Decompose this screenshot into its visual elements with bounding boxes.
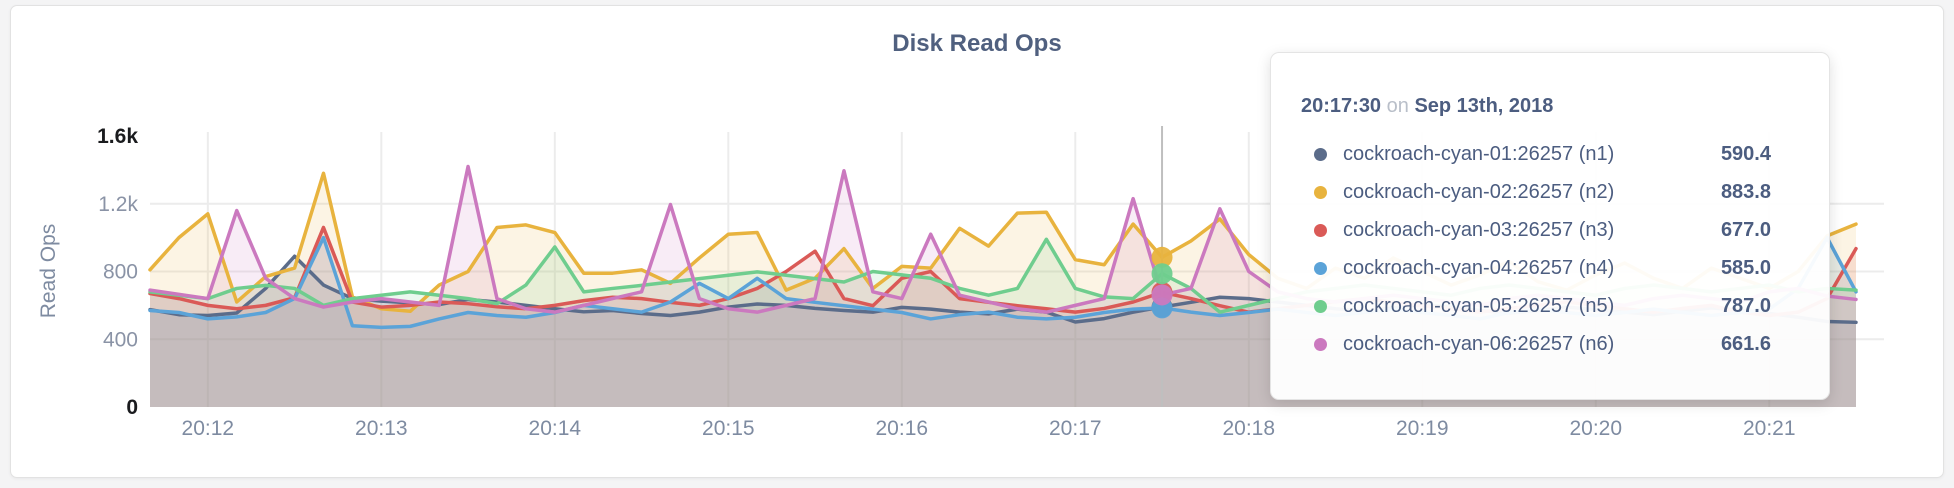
- series-value: 787.0: [1720, 294, 1771, 317]
- y-axis-title: Read Ops: [37, 224, 60, 319]
- y-tick-label: 1.6k: [97, 125, 138, 148]
- series-value: 661.6: [1720, 332, 1771, 355]
- x-tick-label: 20:14: [529, 417, 582, 440]
- chart-title: Disk Read Ops: [892, 30, 1062, 57]
- hover-dot-n2: [1151, 246, 1173, 268]
- series-label: cockroach-cyan-01:26257 (n1): [1343, 142, 1615, 165]
- x-tick-label: 20:15: [702, 417, 755, 440]
- legend-row: cockroach-cyan-03:26257 (n3) 677.0: [1301, 211, 1771, 249]
- x-tick-label: 20:13: [355, 417, 408, 440]
- hover-tooltip: 20:17:30 on Sep 13th, 2018 cockroach-cya…: [1270, 52, 1830, 400]
- legend-row: cockroach-cyan-01:26257 (n1) 590.4: [1301, 135, 1771, 173]
- y-tick-label: 400: [103, 328, 138, 351]
- legend-row: cockroach-cyan-05:26257 (n5) 787.0: [1301, 287, 1771, 325]
- legend-row: cockroach-cyan-02:26257 (n2) 883.8: [1301, 173, 1771, 211]
- series-value: 590.4: [1720, 142, 1771, 165]
- y-tick-label: 800: [103, 261, 138, 284]
- series-value: 677.0: [1720, 218, 1771, 241]
- x-tick-label: 20:18: [1222, 417, 1275, 440]
- x-axis: 20:12 20:13 20:14 20:15 20:16 20:17 20:18 20:19…: [182, 417, 1796, 440]
- series-value: 585.0: [1720, 256, 1771, 279]
- series-color-dot-icon: [1314, 337, 1327, 351]
- series-color-dot-icon: [1314, 185, 1327, 199]
- x-tick-label: 20:19: [1396, 417, 1449, 440]
- hover-dot-n6: [1151, 284, 1173, 306]
- series-label: cockroach-cyan-04:26257 (n4): [1343, 256, 1615, 279]
- series-label: cockroach-cyan-06:26257 (n6): [1343, 332, 1615, 355]
- tooltip-preposition: on: [1386, 95, 1409, 117]
- tooltip-rows: cockroach-cyan-01:26257 (n1) 590.4 cockroa…: [1301, 135, 1771, 363]
- series-label: cockroach-cyan-02:26257 (n2): [1343, 180, 1615, 203]
- y-tick-label: 0: [126, 396, 138, 419]
- x-tick-label: 20:16: [876, 417, 929, 440]
- series-color-dot-icon: [1314, 147, 1327, 161]
- y-tick-label: 1.2k: [98, 193, 138, 216]
- tooltip-time: 20:17:30: [1301, 95, 1382, 117]
- x-tick-label: 20:20: [1569, 417, 1622, 440]
- series-color-dot-icon: [1314, 223, 1327, 237]
- series-label: cockroach-cyan-03:26257 (n3): [1343, 218, 1615, 241]
- hover-dot-n5: [1151, 263, 1173, 285]
- hover-dots: [1151, 246, 1173, 319]
- x-tick-label: 20:21: [1743, 417, 1796, 440]
- series-color-dot-icon: [1314, 261, 1327, 275]
- tooltip-date: Sep 13th, 2018: [1414, 95, 1554, 117]
- series-color-dot-icon: [1314, 299, 1327, 313]
- x-tick-label: 20:17: [1049, 417, 1102, 440]
- series-label: cockroach-cyan-05:26257 (n5): [1343, 294, 1615, 317]
- series-value: 883.8: [1720, 180, 1771, 203]
- y-axis: 0 400 800 1.2k 1.6k Read Ops: [37, 125, 138, 419]
- x-tick-label: 20:12: [182, 417, 235, 440]
- legend-row: cockroach-cyan-04:26257 (n4) 585.0: [1301, 249, 1771, 287]
- tooltip-header: 20:17:30 on Sep 13th, 2018: [1301, 93, 1771, 119]
- legend-row: cockroach-cyan-06:26257 (n6) 661.6: [1301, 325, 1771, 363]
